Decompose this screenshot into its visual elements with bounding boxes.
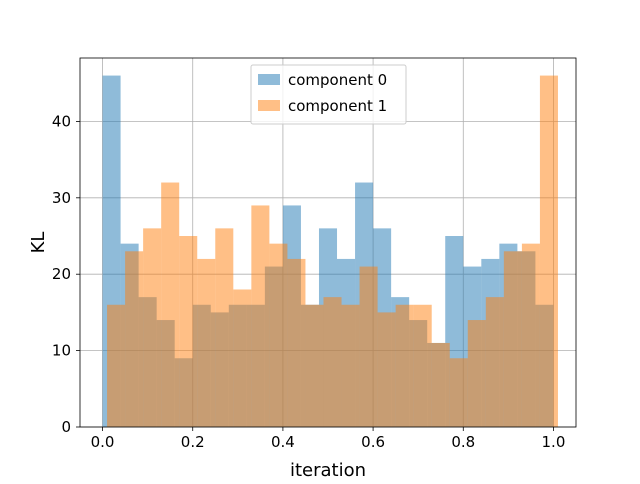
bar-component-1 (449, 358, 468, 427)
bar-component-1 (467, 320, 486, 427)
x-tick-label: 0.2 (181, 433, 205, 451)
bar-component-1 (521, 243, 540, 427)
y-tick-label: 0 (61, 418, 71, 436)
x-tick-label: 0.6 (361, 433, 385, 451)
y-tick-label: 30 (52, 189, 71, 207)
axis-ticks: 0.0 0.2 0.4 0.6 0.8 1.0 0 10 20 30 40 (52, 112, 565, 451)
y-tick-label: 10 (52, 342, 71, 360)
bar-component-1 (395, 304, 414, 427)
bar-component-1 (431, 342, 450, 427)
bar-component-1 (107, 304, 126, 427)
bar-component-1 (341, 304, 360, 427)
bar-component-1 (485, 297, 504, 427)
bar-component-1 (539, 75, 558, 428)
bar-component-1 (287, 258, 306, 427)
bar-component-1 (179, 236, 198, 427)
x-axis-label: iteration (290, 460, 366, 480)
x-tick-label: 0.4 (271, 433, 295, 451)
legend: component 0 component 1 (250, 64, 407, 125)
bar-component-1 (197, 258, 216, 427)
y-tick-label: 40 (52, 112, 71, 130)
legend-box (250, 64, 407, 125)
bar-component-1 (377, 312, 396, 427)
y-axis-label: KL (28, 232, 49, 254)
bar-component-1 (269, 243, 288, 427)
bar-component-1 (503, 251, 522, 427)
bar-component-1 (215, 228, 234, 427)
legend-label-component-1: component 1 (288, 97, 387, 115)
bar-component-1 (251, 205, 270, 427)
bar-component-1 (359, 266, 378, 427)
bars (102, 75, 558, 428)
bar-component-1 (305, 304, 324, 427)
x-tick-label: 0.8 (451, 433, 475, 451)
plot-frame (79, 57, 577, 428)
legend-label-component-0: component 0 (288, 71, 387, 89)
legend-swatch-component-1 (258, 100, 280, 111)
bar-component-1 (233, 289, 252, 427)
x-tick-label: 1.0 (542, 433, 566, 451)
bar-component-1 (125, 251, 144, 427)
x-tick-label: 0.0 (91, 433, 115, 451)
bar-component-1 (413, 304, 432, 427)
bar-component-1 (323, 297, 342, 427)
legend-swatch-component-0 (258, 74, 280, 85)
bar-component-1 (143, 228, 162, 427)
y-tick-label: 20 (52, 265, 71, 283)
bar-component-1 (161, 182, 180, 427)
